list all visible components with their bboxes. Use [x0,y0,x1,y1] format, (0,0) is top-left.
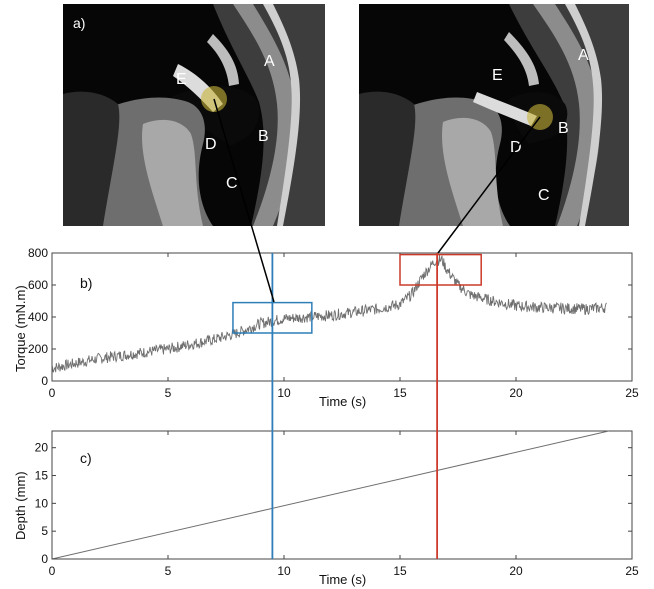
depth-series-line [51,430,609,560]
b-ytick-label: 800 [28,246,48,260]
c-xtick-label: 10 [277,564,291,578]
highlight-box-blue [232,301,313,334]
torque-series-line [51,254,607,373]
c-ytick-label: 0 [41,552,48,566]
c-xtick-label: 5 [165,564,172,578]
b-xtick-label: 20 [509,386,523,400]
depth-plot-area [51,430,633,560]
b-xtick-label: 15 [393,386,407,400]
highlight-box-red [399,253,482,286]
b-ytick-label: 400 [28,310,48,324]
panel-label-c: c) [80,450,92,466]
b-xtick-label: 10 [277,386,291,400]
c-xtick-label: 15 [393,564,407,578]
torque-plot-area [51,252,633,382]
b-ytick-label: 600 [28,278,48,292]
b-xtick-label: 0 [49,386,56,400]
torque-chart: 0 5 10 15 20 25 0 200 400 600 800 b) Time (s) Tor… [13,246,639,409]
depth-chart: 0 5 10 15 20 25 0 5 10 15 20 c) Time (s) Depth (m… [13,430,639,587]
c-xtick-label: 20 [509,564,523,578]
c-ytick-label: 5 [41,524,48,538]
b-xtick-label: 25 [625,386,639,400]
b-xtick-label: 5 [165,386,172,400]
b-ytick-label: 200 [28,342,48,356]
torque-y-axis-label: Torque (mN.m) [13,285,28,372]
c-xtick-label: 0 [49,564,56,578]
torque-x-axis-label: Time (s) [319,394,366,409]
b-ytick-label: 0 [41,374,48,388]
depth-y-axis-label: Depth (mm) [13,471,28,540]
ct-image-right [359,4,629,226]
c-xtick-label: 25 [625,564,639,578]
c-ytick-label: 10 [35,496,49,510]
c-ytick-label: 15 [35,469,49,483]
depth-x-axis-label: Time (s) [319,572,366,587]
c-ytick-label: 20 [35,441,49,455]
ct-image-left [63,4,325,226]
panel-label-b: b) [80,275,92,291]
